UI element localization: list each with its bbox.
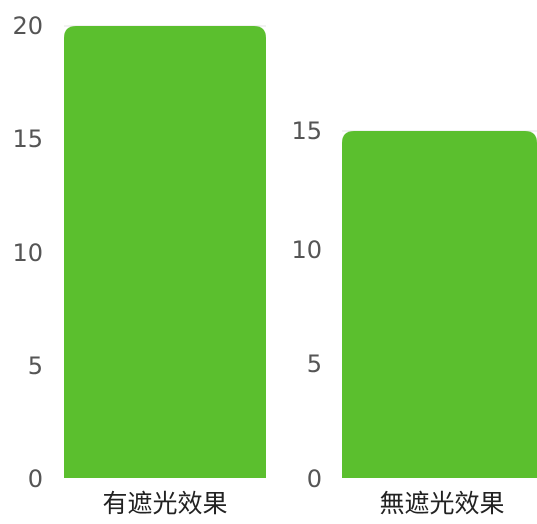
y-tick-label: 0: [307, 465, 322, 493]
x-category-label: 有遮光效果: [102, 489, 227, 518]
bar-無遮光效果: [342, 131, 537, 478]
y-tick-label: 15: [12, 125, 43, 153]
panel-1: 20 15 10 5 0 有遮光效果: [12, 12, 266, 518]
y-tick-label: 5: [307, 350, 322, 378]
y-tick-label: 0: [28, 465, 43, 493]
y-tick-label: 5: [28, 352, 43, 380]
y-tick-label: 15: [291, 117, 322, 145]
y-tick-label: 20: [12, 12, 43, 40]
panel-2: 15 10 5 0 無遮光效果: [291, 117, 537, 518]
x-category-label: 無遮光效果: [379, 489, 504, 518]
y-tick-label: 10: [12, 239, 43, 267]
bar-有遮光效果: [64, 26, 266, 478]
y-tick-label: 10: [291, 236, 322, 264]
